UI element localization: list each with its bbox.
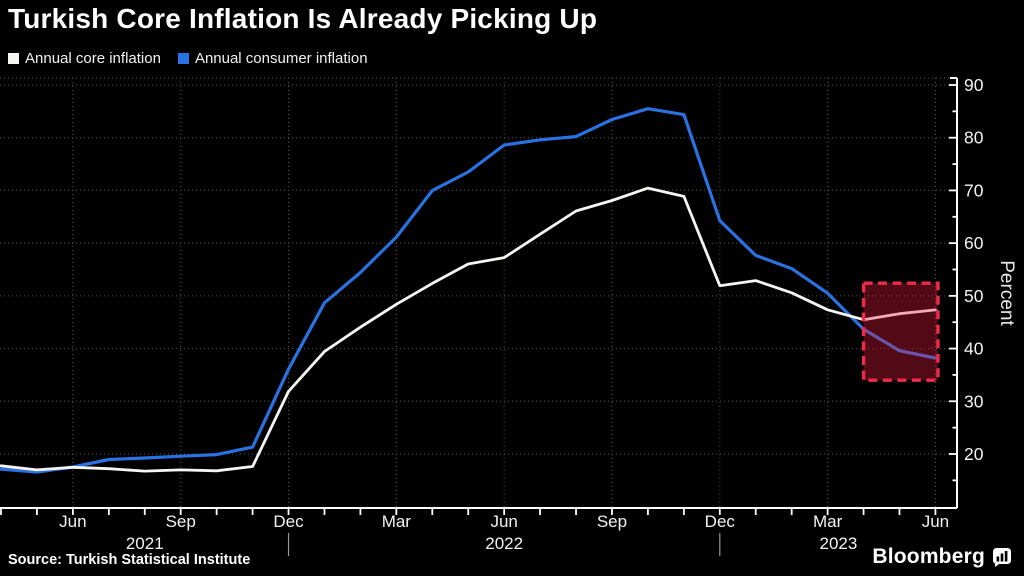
- highlight-box-border: [861, 281, 940, 382]
- y-tick-label: 70: [964, 180, 984, 200]
- y-tick-label: 20: [964, 444, 984, 464]
- bloomberg-terminal-icon: [993, 548, 1011, 567]
- x-tick-label: Jun: [490, 512, 517, 531]
- y-axis-title: Percent: [996, 260, 1017, 326]
- legend-label-core: Annual core inflation: [25, 50, 161, 67]
- y-tick-label: 90: [964, 75, 984, 95]
- x-tick-label: Dec: [705, 512, 736, 531]
- y-tick-label: 80: [964, 128, 984, 148]
- y-tick-label: 40: [964, 339, 984, 359]
- x-tick-label: Sep: [166, 512, 196, 531]
- core-series-swatch-icon: [8, 53, 19, 64]
- year-label: 2023: [819, 534, 857, 553]
- y-tick-label: 50: [964, 286, 984, 306]
- x-tick-label: Jun: [59, 512, 86, 531]
- x-tick-label: Mar: [382, 512, 412, 531]
- legend-item-core: Annual core inflation: [8, 50, 161, 67]
- consumer-series-swatch-icon: [177, 53, 189, 64]
- x-tick-label: Mar: [813, 512, 843, 531]
- page-title: Turkish Core Inflation Is Already Pickin…: [8, 3, 598, 34]
- legend-label-consumer: Annual consumer inflation: [194, 50, 368, 67]
- x-tick-label: Jun: [922, 512, 949, 531]
- legend-item-consumer: Annual consumer inflation: [177, 50, 368, 67]
- bloomberg-logo: Bloomberg: [872, 545, 1012, 569]
- consumer-inflation-line: [0, 107, 938, 474]
- year-label: 2022: [485, 534, 523, 553]
- y-tick-label: 60: [964, 233, 984, 253]
- y-tick-label: 30: [964, 391, 984, 411]
- core-inflation-line: [0, 186, 937, 473]
- bloomberg-wordmark: Bloomberg: [872, 545, 985, 568]
- chart-legend: Annual core inflation Annual consumer in…: [8, 50, 368, 67]
- source-note: Source: Turkish Statistical Institute: [8, 552, 251, 568]
- x-tick-label: Dec: [273, 512, 304, 531]
- year-label: 2021: [126, 534, 164, 553]
- highlight-box: [863, 283, 938, 381]
- x-tick-label: Sep: [597, 512, 627, 531]
